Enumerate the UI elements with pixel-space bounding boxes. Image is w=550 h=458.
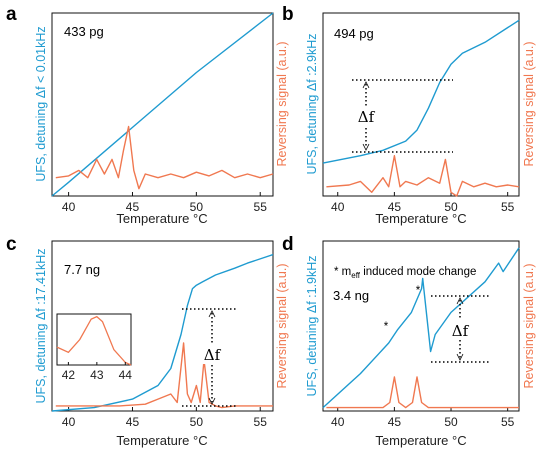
delta-f-d-arrowhead-up [456,297,464,305]
panel-letter-b: b [282,4,294,25]
x-axis-label-b: Temperature °C [375,211,466,226]
x-tick-label: 55 [501,415,515,429]
inset-reversing-curve [56,315,132,366]
plot-frame-d [322,240,520,412]
plot-area-a: 40 45 50 55 [51,12,274,214]
panel-d: d 40 45 50 55 Δf * * 3.4 ng * meff induced mod… [282,234,536,448]
panel-b: b 40 45 50 55 Δf 494 pg Temperature °C UFS, … [282,4,536,226]
mode-change-star-marker: * [416,285,421,297]
y-axis-label-right-d: Reversing signal (a.u.) [522,263,536,388]
x-tick-label: 45 [126,200,140,214]
y-axis-label-right-a: Reversing signal (a.u.) [275,41,289,166]
x-tick-label: 45 [388,200,402,214]
y-axis-label-left-b: UFS, detuning Δf :2.9kHz [305,33,319,174]
x-tick-label: 45 [388,415,402,429]
mass-label-d: 3.4 ng [333,288,369,303]
reversing-signal-curve-b [326,154,520,197]
x-tick-label: 50 [444,415,458,429]
panel-letter-a: a [6,4,17,25]
note-tail: induced mode change [360,266,476,278]
x-tick-label: 55 [254,415,268,429]
mode-change-star-marker: * [384,321,389,333]
plot-area-c: 40 45 50 55 Δf 42 43 44 [51,253,274,429]
note-star: * m [334,266,351,278]
ufs-curve-c [51,253,274,412]
mode-change-note: * meff induced mode change [334,266,476,280]
plot-frame-b [322,12,520,197]
inset-x-tick-label: 44 [119,368,133,382]
x-tick-label: 40 [331,415,345,429]
x-tick-label: 55 [501,200,515,214]
ufs-curve-a [51,12,274,197]
y-axis-label-left-d: UFS, detuning Δf :1.9kHz [305,255,319,396]
inset-x-tick-label: 43 [90,368,104,382]
plot-area-d: 40 45 50 55 Δf * * [322,247,520,429]
x-tick-label: 45 [126,415,140,429]
inset-frame [56,313,132,366]
delta-f-c-arrowhead-down [208,397,216,405]
panel-c: c 40 45 50 55 Δf 42 43 44 7.7 ng Temperature °C… [6,234,289,448]
delta-f-c-bg [200,344,224,364]
panel-letter-c: c [6,234,17,255]
delta-f-c-arrowhead-up [208,310,216,318]
reversing-signal-curve-d [326,376,519,409]
note-subscript: eff [351,271,361,280]
x-tick-label: 50 [444,200,458,214]
panel-letter-d: d [282,234,294,255]
y-axis-label-left-a: UFS, detuning Δf < 0.01kHz [34,26,48,181]
x-tick-label: 50 [190,200,204,214]
mass-label-c: 7.7 ng [64,262,100,277]
ufs-curve-b [322,19,520,164]
delta-f-b-arrowhead-up [362,81,370,89]
delta-f-label-c: Δf [204,346,222,364]
x-tick-label: 50 [190,415,204,429]
x-tick-label: 40 [331,200,345,214]
x-axis-label-c: Temperature °C [116,433,207,448]
delta-f-label-d: Δf [452,322,470,340]
inset-x-tick-label: 42 [62,368,76,382]
delta-f-b-bg [354,106,378,126]
delta-f-d-arrowhead-down [456,353,464,361]
x-tick-label: 55 [254,200,268,214]
x-tick-label: 40 [62,200,76,214]
x-axis-label-a: Temperature °C [116,211,207,226]
delta-f-d-bg [448,320,472,340]
delta-f-b-arrowhead-down [362,143,370,151]
plot-area-b: 40 45 50 55 Δf [322,19,520,214]
y-axis-label-right-c: Reversing signal (a.u.) [275,263,289,388]
panel-a: a 40 45 50 55 433 pg Temperature °C UFS, de… [6,4,289,226]
mass-label-a: 433 pg [64,24,104,39]
x-tick-label: 40 [62,415,76,429]
reversing-signal-curve-a [55,125,274,190]
delta-f-label-b: Δf [358,108,376,126]
y-axis-label-right-b: Reversing signal (a.u.) [522,41,536,166]
reversing-signal-curve-c [55,342,273,409]
mass-label-b: 494 pg [334,26,374,41]
ufs-curve-d [322,247,520,409]
y-axis-label-left-c: UFS, detuning Δf :17.41kHz [34,249,48,404]
x-axis-label-d: Temperature °C [375,433,466,448]
